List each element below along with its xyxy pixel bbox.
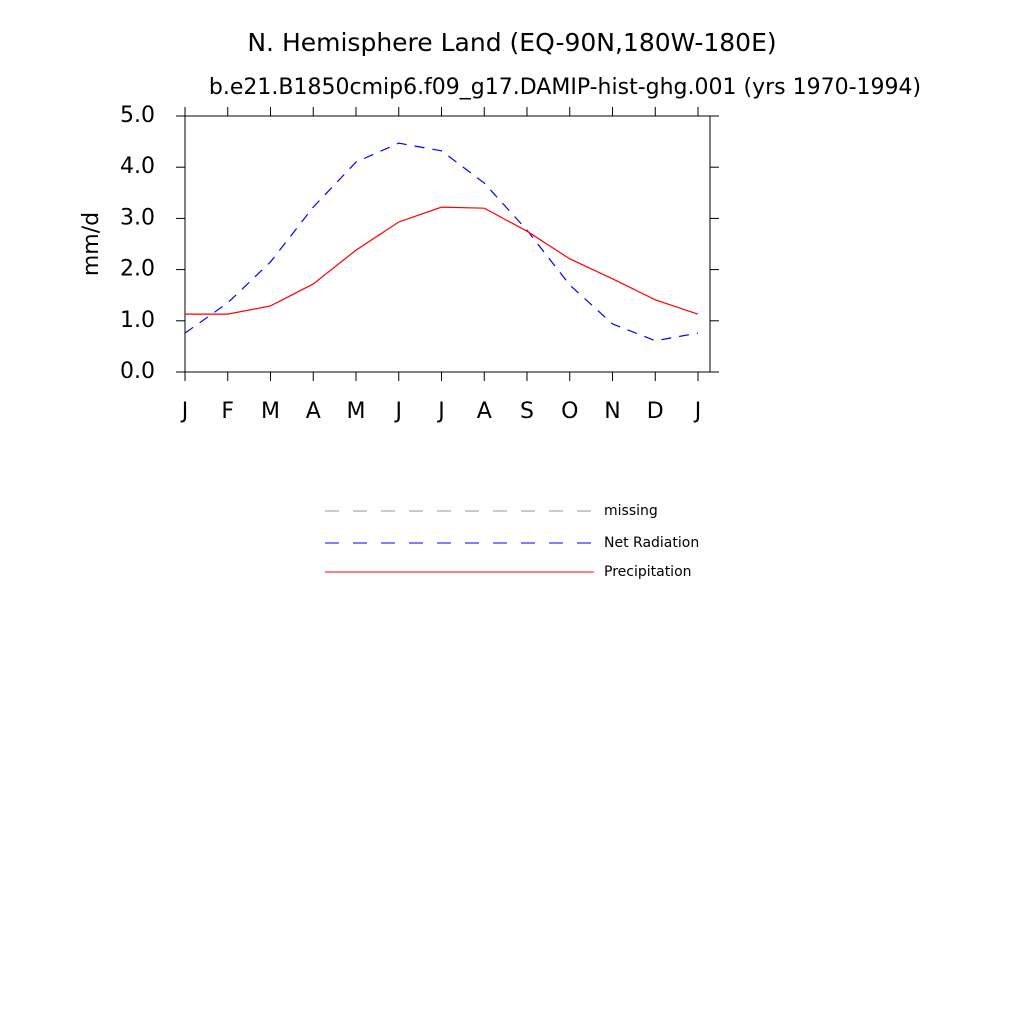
series-line bbox=[184, 142, 699, 342]
y-tick-label: 5.0 bbox=[120, 103, 155, 128]
legend-label: Net Radiation bbox=[604, 535, 699, 551]
y-tick-label: 4.0 bbox=[120, 154, 155, 179]
plot-frame bbox=[184, 115, 711, 373]
y-tick-label: 2.0 bbox=[120, 257, 155, 282]
x-tick-label: A bbox=[306, 399, 321, 424]
x-tick-label: A bbox=[477, 399, 492, 424]
x-tick-label: J bbox=[180, 399, 189, 424]
x-tick-label: S bbox=[520, 399, 534, 424]
legend-label: missing bbox=[604, 503, 658, 519]
x-tick-label: J bbox=[693, 399, 702, 424]
x-tick-label: F bbox=[221, 399, 234, 424]
y-axis-label: mm/d bbox=[79, 212, 104, 276]
y-tick-label: 3.0 bbox=[120, 205, 155, 230]
x-tick-label: N bbox=[604, 399, 620, 424]
y-tick-label: 0.0 bbox=[120, 359, 155, 384]
chart-subtitle: b.e21.B1850cmip6.f09_g17.DAMIP-hist-ghg.… bbox=[209, 75, 921, 100]
x-tick-label: O bbox=[561, 399, 578, 424]
x-tick-label: M bbox=[347, 399, 366, 424]
x-tick-label: M bbox=[261, 399, 280, 424]
x-tick-label: D bbox=[647, 399, 664, 424]
y-tick-label: 1.0 bbox=[120, 308, 155, 333]
x-tick-label: J bbox=[436, 399, 445, 424]
series-line bbox=[185, 206, 699, 315]
chart-title: N. Hemisphere Land (EQ-90N,180W-180E) bbox=[247, 28, 776, 57]
x-tick-label: J bbox=[394, 399, 403, 424]
legend-label: Precipitation bbox=[604, 564, 692, 580]
